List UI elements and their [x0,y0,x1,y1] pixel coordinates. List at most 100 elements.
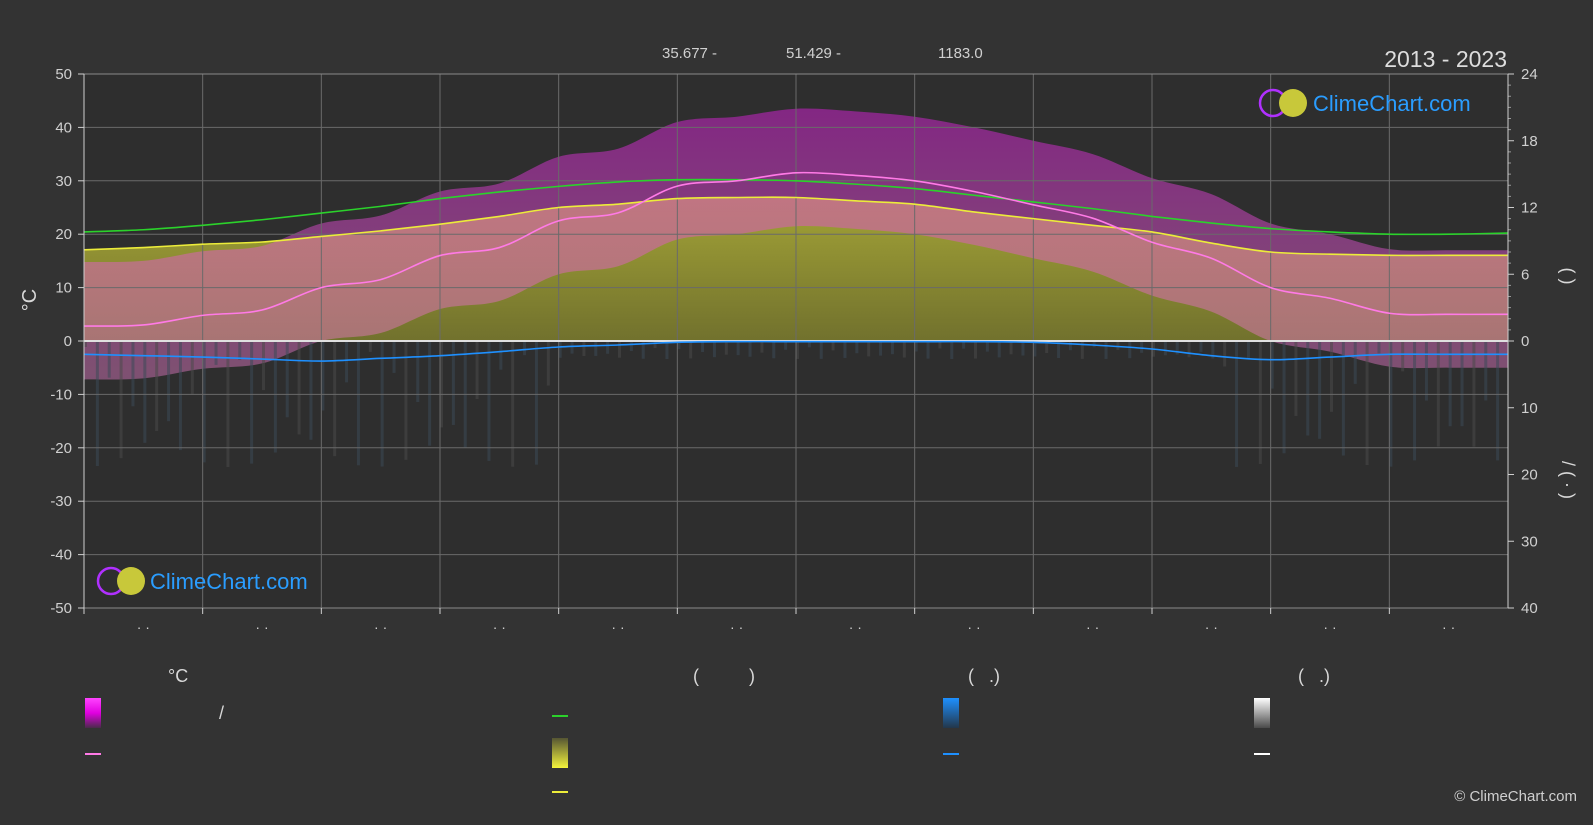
precip-bar [1341,341,1345,456]
precip-bar [238,341,242,361]
legend-heading-rain: ( .) [968,666,1000,686]
precip-bar [1496,341,1500,461]
precip-bar [309,341,313,440]
x-tick-label: · · [1086,619,1099,635]
precip-bar [285,341,289,418]
y-left-tick-label: -30 [50,493,72,510]
legend-heading-daylight: ( ) [693,666,755,686]
precip-bar [1318,341,1322,439]
y-right-bottom-tick-label: 20 [1521,467,1538,484]
precip-bar [190,341,194,395]
precip-bar [273,341,277,453]
y-left-tick-label: 0 [64,333,72,350]
y-right-top-tick-label: 18 [1521,133,1538,150]
logo-sun-icon [1279,89,1307,117]
y-right-top-tick-label: 6 [1521,266,1529,283]
y-right-bottom-tick-label: 10 [1521,400,1538,417]
precip-bar [985,341,989,352]
precip-bar [784,341,788,350]
precip-bar [879,341,883,356]
precip-bar [1128,341,1132,359]
precip-bar [1282,341,1286,454]
precip-bar [1306,341,1310,436]
precip-bar [1258,341,1262,464]
precip-bar [1175,341,1179,355]
precip-bar [819,341,823,359]
precip-bar [499,341,503,370]
precip-bar [321,341,325,411]
brand-logo-top: ClimeChart.com [1258,88,1471,118]
x-tick-label: · · [255,619,268,635]
precip-bar [974,341,977,359]
precip-bar [1211,341,1215,359]
precip-bar [582,341,586,357]
precip-bar [1472,341,1476,447]
precip-bar [1223,341,1227,367]
y-right-top-axis-label: ( ) [1558,268,1578,285]
precip-bar [1353,341,1357,384]
y-left-tick-label: 40 [55,119,72,136]
precip-bar [451,341,455,425]
precip-bar [653,341,657,348]
precip-bar [345,341,349,383]
precip-bar [677,341,681,350]
precip-bar [1235,341,1239,467]
precip-bar [1057,341,1061,359]
legend-swatch-precip-daily [943,698,959,728]
precip-bar [1116,341,1120,350]
precip-bar [1448,341,1452,427]
precip-bar [202,341,206,463]
precip-bar [843,341,847,358]
precip-bar [1104,341,1108,359]
elevation-label: 1183.0 [938,45,983,62]
precip-bar [178,341,182,451]
precip-bar [748,341,752,357]
precip-bar [629,341,633,351]
precip-bar [368,341,372,352]
precip-bar [760,341,764,353]
precip-bar [570,341,574,354]
y-right-top-tick-label: 0 [1521,333,1529,350]
precip-bar [914,341,918,352]
y-left-tick-label: 30 [55,173,72,190]
precip-bar [1163,341,1167,356]
precip-bar [1080,341,1084,359]
precip-bar [333,341,337,457]
x-tick-label: · · [1442,619,1455,635]
precip-bar [523,341,527,356]
precip-bar [712,341,716,358]
precip-bar [1045,341,1049,354]
brand-name-bottom: ClimeChart.com [150,569,308,594]
x-tick-label: · · [1205,619,1218,635]
precip-bar [1401,341,1405,372]
copyright-text: © ClimeChart.com [1454,788,1577,805]
x-tick-label: · · [730,619,743,635]
precip-bar [1187,341,1191,358]
precip-bar [1021,341,1025,356]
precip-bar [1330,341,1333,412]
precip-bar [1460,341,1464,427]
precip-bar [226,341,230,467]
x-tick-label: · · [493,619,506,635]
y-left-tick-label: 10 [55,280,72,297]
years-label: 2013 - 2023 [1384,46,1507,72]
y-left-tick-label: -40 [50,547,72,564]
precip-bar [1424,341,1428,401]
precip-bar [487,341,491,461]
x-tick-label: · · [1323,619,1336,635]
y-right-bottom-axis-label: / ( · ) [1558,461,1578,499]
y-left-tick-label: 20 [55,226,72,243]
y-right-top-tick-label: 24 [1521,66,1538,83]
precip-bar [143,341,147,443]
sunshine-line [84,196,1508,257]
precip-bar [1270,341,1274,389]
precip-bar [724,341,728,355]
precip-bar [736,341,740,356]
precipitation-line [84,340,1508,362]
legend-swatch-temp-range [85,698,101,728]
precip-bar [618,341,621,358]
precip-bar [665,341,669,359]
precip-bar [926,341,930,359]
x-tick-label: · · [611,619,624,635]
